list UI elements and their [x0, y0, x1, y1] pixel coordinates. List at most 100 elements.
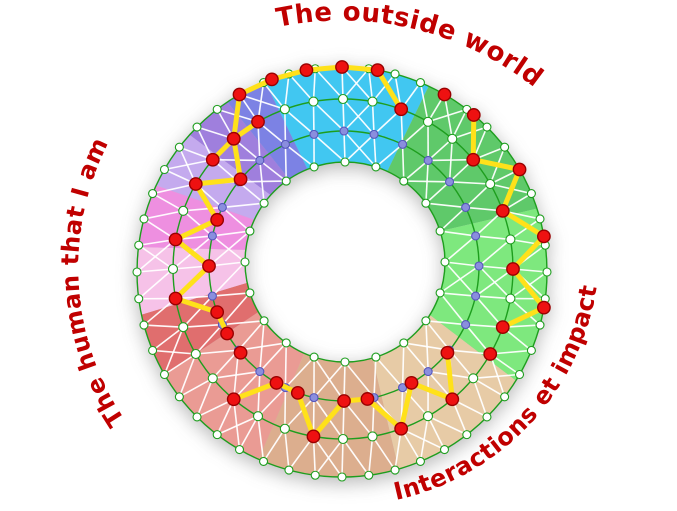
node[interactable]: [178, 322, 189, 333]
node[interactable]: [207, 231, 217, 241]
node[interactable]: [259, 198, 269, 208]
milestone-node[interactable]: [205, 152, 220, 167]
node[interactable]: [500, 142, 510, 152]
milestone-node[interactable]: [264, 72, 279, 87]
node[interactable]: [371, 162, 381, 172]
node[interactable]: [526, 188, 536, 199]
node[interactable]: [234, 444, 245, 455]
node[interactable]: [422, 116, 434, 127]
node[interactable]: [542, 267, 552, 277]
milestone-node[interactable]: [512, 162, 527, 177]
node[interactable]: [190, 348, 201, 360]
node[interactable]: [471, 291, 481, 301]
node[interactable]: [471, 231, 481, 241]
node[interactable]: [134, 240, 144, 250]
node[interactable]: [255, 155, 265, 166]
node[interactable]: [212, 430, 222, 440]
node[interactable]: [367, 96, 378, 107]
node[interactable]: [462, 430, 472, 440]
node[interactable]: [337, 433, 349, 445]
milestone-node[interactable]: [404, 376, 419, 390]
milestone-node[interactable]: [210, 305, 225, 320]
node[interactable]: [364, 470, 374, 480]
milestone-node[interactable]: [394, 102, 409, 117]
node[interactable]: [281, 176, 291, 186]
node[interactable]: [390, 465, 400, 475]
node[interactable]: [258, 456, 269, 466]
node[interactable]: [309, 129, 319, 139]
node[interactable]: [309, 352, 319, 362]
node[interactable]: [132, 267, 142, 277]
node[interactable]: [178, 205, 189, 216]
milestone-node[interactable]: [232, 87, 247, 102]
node[interactable]: [240, 257, 250, 267]
node[interactable]: [435, 288, 445, 298]
milestone-node[interactable]: [299, 63, 314, 78]
milestone-node[interactable]: [466, 152, 481, 167]
node[interactable]: [423, 155, 433, 166]
milestone-node[interactable]: [251, 114, 265, 129]
node[interactable]: [461, 202, 471, 212]
node[interactable]: [367, 431, 378, 442]
milestone-node[interactable]: [168, 232, 183, 247]
node[interactable]: [255, 366, 265, 377]
node[interactable]: [192, 412, 202, 422]
milestone-node[interactable]: [226, 392, 241, 407]
node[interactable]: [390, 69, 400, 79]
node[interactable]: [280, 139, 290, 149]
sector-lt-green[interactable]: [429, 208, 548, 381]
milestone-node[interactable]: [466, 108, 481, 122]
milestone-node[interactable]: [335, 60, 349, 74]
node[interactable]: [281, 338, 291, 348]
node[interactable]: [369, 129, 379, 139]
node[interactable]: [468, 373, 479, 384]
node[interactable]: [423, 366, 433, 377]
milestone-node[interactable]: [445, 392, 460, 407]
milestone-node[interactable]: [337, 394, 351, 408]
node[interactable]: [245, 288, 255, 298]
node[interactable]: [461, 320, 471, 330]
milestone-node[interactable]: [440, 345, 455, 360]
node[interactable]: [435, 226, 445, 236]
node[interactable]: [148, 345, 158, 356]
node[interactable]: [526, 345, 536, 356]
node[interactable]: [279, 423, 290, 434]
milestone-node[interactable]: [226, 131, 241, 146]
node[interactable]: [212, 104, 222, 114]
milestone-node[interactable]: [233, 172, 248, 187]
node[interactable]: [340, 157, 350, 167]
milestone-node[interactable]: [483, 347, 498, 361]
node[interactable]: [500, 392, 510, 402]
node[interactable]: [337, 93, 349, 105]
node[interactable]: [309, 393, 319, 403]
node[interactable]: [444, 177, 455, 187]
node[interactable]: [447, 133, 458, 144]
sector-purple[interactable]: [189, 102, 290, 196]
node[interactable]: [308, 96, 319, 107]
node[interactable]: [192, 122, 202, 132]
node[interactable]: [174, 142, 184, 152]
node[interactable]: [174, 392, 184, 402]
node[interactable]: [485, 178, 496, 190]
milestone-node[interactable]: [202, 259, 216, 273]
node[interactable]: [339, 126, 349, 136]
node[interactable]: [139, 320, 149, 330]
milestone-node[interactable]: [536, 300, 551, 315]
node[interactable]: [421, 316, 431, 326]
node[interactable]: [279, 104, 290, 115]
milestone-node[interactable]: [290, 385, 305, 400]
node[interactable]: [535, 320, 545, 330]
node[interactable]: [148, 188, 158, 199]
node[interactable]: [482, 412, 492, 422]
node[interactable]: [505, 234, 516, 245]
node[interactable]: [217, 202, 227, 212]
node[interactable]: [415, 78, 426, 88]
milestone-node[interactable]: [495, 320, 510, 335]
node[interactable]: [535, 214, 545, 224]
node[interactable]: [159, 164, 170, 175]
node[interactable]: [284, 465, 294, 475]
node[interactable]: [440, 257, 450, 267]
node[interactable]: [399, 176, 409, 186]
node[interactable]: [159, 369, 170, 380]
node[interactable]: [399, 338, 409, 348]
